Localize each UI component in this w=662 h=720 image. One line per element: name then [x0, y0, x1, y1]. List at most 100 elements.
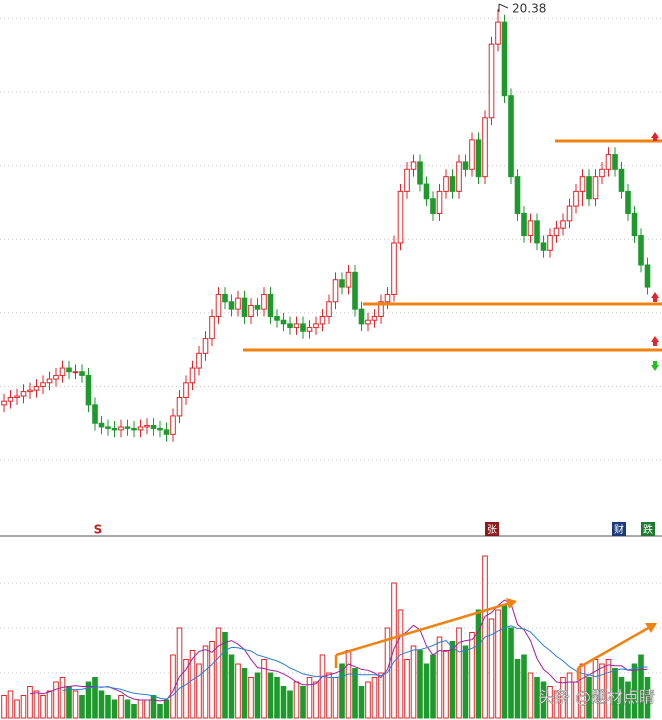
volume-bar — [92, 677, 98, 719]
candle-body — [462, 161, 469, 170]
candle-body — [540, 242, 547, 251]
candle-body — [189, 367, 196, 384]
candle-body — [85, 374, 92, 406]
volume-bar — [1, 695, 7, 719]
candle-body — [293, 323, 300, 329]
volume-bar — [222, 632, 228, 719]
candle-body — [248, 304, 254, 318]
candle-body — [300, 323, 306, 332]
volume-bar — [163, 699, 170, 719]
volume-bar — [391, 582, 397, 719]
volume-bar — [59, 677, 66, 719]
volume-bar — [592, 659, 599, 719]
volume-bar — [261, 659, 267, 719]
candle-body — [59, 367, 66, 376]
candle-body — [638, 235, 644, 266]
trend-arrow — [335, 601, 511, 657]
volume-bar — [527, 672, 534, 719]
volume-bar — [612, 668, 618, 719]
volume-bar — [618, 677, 625, 719]
candle-body — [436, 190, 443, 214]
candle-body — [228, 301, 235, 310]
event-box — [485, 522, 499, 536]
volume-bar — [352, 668, 358, 719]
candle-body — [40, 382, 46, 387]
arrow-head — [506, 598, 517, 609]
event-marker: 张 — [487, 524, 497, 536]
volume-bar — [254, 672, 261, 719]
candle-body — [274, 316, 280, 321]
candle-body — [267, 293, 274, 318]
event-box — [612, 522, 626, 536]
candle-body — [449, 176, 456, 192]
volume-bar — [449, 641, 456, 719]
candle-body — [332, 279, 339, 303]
candle-body — [365, 319, 371, 325]
volume-bar — [436, 636, 443, 719]
candle-body — [384, 293, 391, 303]
volume-bar — [202, 645, 209, 719]
candle-body — [566, 205, 573, 222]
volume-bar — [14, 699, 20, 719]
candle-body — [287, 323, 293, 329]
volume-bar — [72, 690, 79, 719]
volume-bar — [371, 677, 378, 719]
volume-bar — [410, 645, 417, 719]
event-marker: 财 — [614, 523, 624, 536]
candle-body — [144, 424, 150, 428]
candle-body — [391, 242, 397, 295]
candle-body — [573, 190, 579, 207]
candle-body — [488, 43, 495, 119]
volume-bar — [605, 659, 612, 719]
volume-bar — [300, 686, 306, 719]
volume-bar — [326, 672, 332, 719]
candle-body — [475, 139, 482, 178]
annotations — [243, 132, 662, 680]
volume-bar — [397, 609, 404, 719]
candle-body — [215, 293, 222, 318]
candle-body — [326, 301, 332, 318]
volume-bar — [521, 654, 527, 719]
volume-bar — [98, 690, 105, 719]
volume-bar — [183, 659, 189, 719]
candle-body — [586, 176, 592, 200]
volume-bar — [430, 654, 436, 719]
candle-body — [358, 308, 365, 325]
volume-bar — [111, 699, 118, 719]
candle-body — [612, 154, 618, 170]
candle-body — [72, 371, 79, 374]
candle-body — [33, 385, 40, 391]
candle-body — [196, 352, 202, 369]
candle-body — [53, 374, 59, 380]
volume-bar — [638, 654, 644, 719]
candle-body — [417, 161, 423, 185]
up-arrow — [651, 336, 659, 346]
candle-body — [98, 422, 105, 428]
candle-body — [137, 426, 144, 431]
candle-body — [7, 397, 14, 402]
candle-body — [352, 271, 358, 310]
volume-bar — [566, 672, 573, 719]
candle-body — [618, 168, 625, 192]
candle-body — [397, 190, 404, 244]
candle-body — [235, 297, 241, 310]
trend-arrow — [577, 625, 651, 670]
volume-bar — [53, 681, 59, 719]
volume-bar — [560, 677, 566, 719]
volume-bar — [313, 681, 319, 719]
candle-body — [605, 154, 612, 170]
volume-bar — [124, 699, 131, 719]
candle-body — [378, 301, 384, 318]
volume-bar — [404, 659, 410, 719]
volume-bar — [319, 654, 326, 719]
volume-bar — [7, 690, 14, 719]
volume-bar — [131, 704, 137, 719]
candle-body — [170, 415, 176, 435]
volume-average-line — [29, 599, 648, 702]
volume-bar — [534, 677, 540, 719]
volume-bar — [118, 695, 124, 719]
up-arrow — [651, 292, 659, 302]
volume-bar — [423, 663, 430, 719]
volume-bar — [644, 677, 651, 719]
